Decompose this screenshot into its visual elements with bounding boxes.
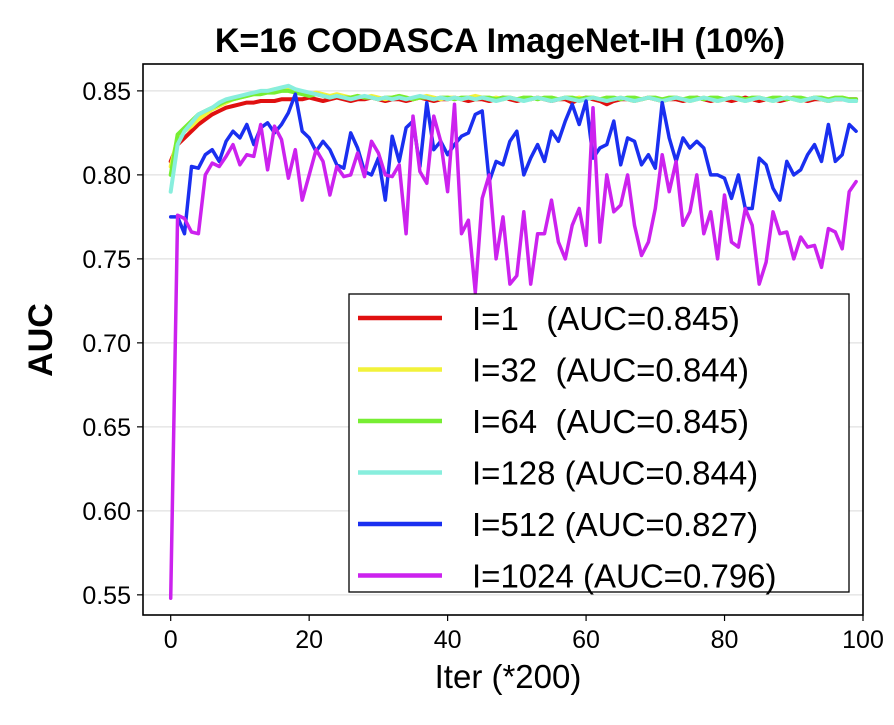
y-tick-label: 0.55 [82,582,131,610]
legend-box [348,293,850,593]
plot-frame [142,63,864,616]
legend-label-5: I=512 (AUC=0.827) [472,506,758,543]
chart-title: K=16 CODASCA ImageNet-IH (10%) [215,22,785,60]
x-tick-label: 60 [572,626,600,654]
y-tick-label: 0.70 [82,330,131,358]
series-line-6 [168,102,858,600]
legend-label-2: I=32 (AUC=0.844) [472,352,749,389]
y-tick-label: 0.85 [82,78,131,106]
x-tick-label: 40 [434,626,462,654]
x-tick-label: 20 [295,626,323,654]
legend-label-6: I=1024 (AUC=0.796) [472,558,777,595]
axis-ticks: 0.55 0.60 0.65 0.70 0.75 0.80 0.85 0 20 40 60 80 100 [82,78,884,654]
y-axis-label: AUC [22,303,60,377]
legend-label-1: I=1 (AUC=0.845) [472,300,740,337]
y-tick-label: 0.60 [82,498,131,526]
x-tick-label: 100 [842,626,884,654]
y-tick-label: 0.65 [82,414,131,442]
legend-label-3: I=64 (AUC=0.845) [472,403,749,440]
x-tick-label: 0 [164,626,178,654]
y-tick-label: 0.75 [82,246,131,274]
series-lines [168,83,859,600]
y-tick-label: 0.80 [82,162,131,190]
x-axis-label: Iter (*200) [435,658,582,695]
series-line-5 [168,92,858,236]
chart-legend: I=1 (AUC=0.845) I=32 (AUC=0.844) I=64 (AUC… [348,293,850,595]
legend-items: I=1 (AUC=0.845) I=32 (AUC=0.844) I=64 (AUC… [358,300,777,595]
legend-label-4: I=128 (AUC=0.844) [472,455,758,492]
x-tick-label: 80 [711,626,739,654]
series-line-4 [168,83,859,194]
